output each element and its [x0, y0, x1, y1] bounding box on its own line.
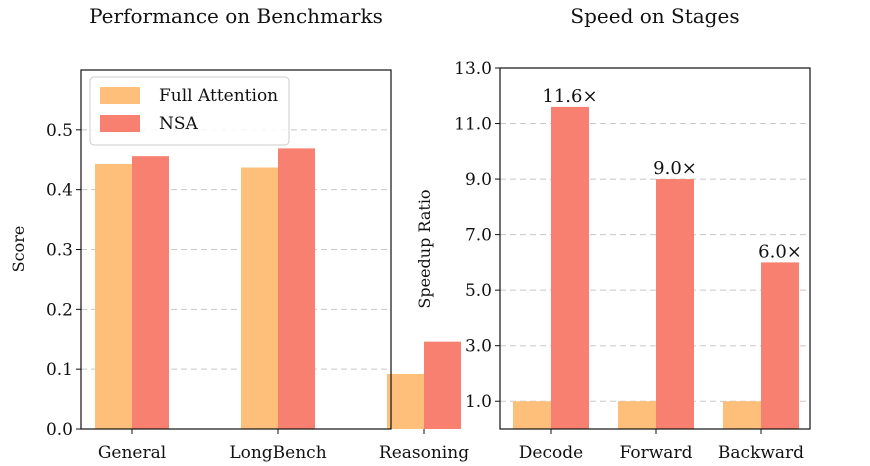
- y-tick-label: 0.5: [46, 121, 73, 141]
- bar-nsa-reasoning: [424, 341, 461, 429]
- y-tick-label: 0.2: [46, 300, 73, 320]
- bar-nsa-decode: [551, 106, 589, 429]
- y-tick-label: 0.3: [46, 241, 73, 261]
- x-tick-label-reasoning: Reasoning: [379, 443, 469, 463]
- plot-frame: [499, 67, 811, 430]
- x-tick-label-general: General: [98, 443, 166, 463]
- y-tick-label: 1.0: [465, 392, 492, 412]
- bar-full-attention-longbench: [241, 167, 278, 430]
- performance-chart: Performance on Benchmarks Score Full Att…: [9, 4, 469, 463]
- chart-title: Speed on Stages: [570, 4, 739, 28]
- bar-nsa-forward: [656, 179, 694, 429]
- x-tick-label-forward: Forward: [620, 443, 693, 463]
- bar-full-attention-general: [95, 163, 132, 429]
- x-tick-label-longbench: LongBench: [229, 443, 326, 463]
- legend-label-full-attention: Full Attention: [159, 86, 278, 106]
- x-tick-label-decode: Decode: [519, 443, 583, 463]
- bar-full-attention-backward: [723, 401, 761, 429]
- data-label-decode: 11.6×: [542, 86, 597, 107]
- y-tick-label: 0.1: [46, 360, 73, 380]
- plot-area: [500, 106, 810, 429]
- bar-nsa-longbench: [278, 148, 315, 430]
- y-axis-label: Speedup Ratio: [415, 189, 434, 308]
- x-tick-label-backward: Backward: [718, 443, 804, 463]
- y-tick-label: 0.0: [46, 420, 73, 440]
- y-tick-label: 9.0: [465, 170, 492, 190]
- legend: Full Attention NSA: [89, 76, 290, 146]
- bar-full-attention-forward: [618, 401, 656, 429]
- legend-swatch-full-attention: [100, 87, 140, 104]
- bar-nsa-backward: [761, 262, 799, 429]
- data-label-forward: 9.0×: [653, 158, 697, 179]
- y-axis-label: Score: [9, 226, 28, 273]
- data-label-backward: 6.0×: [758, 241, 802, 262]
- y-tick-label: 0.4: [46, 181, 73, 201]
- y-tick-label: 5.0: [465, 281, 492, 301]
- bar-nsa-general: [132, 156, 169, 429]
- plot-area: [81, 129, 461, 430]
- legend-label-nsa: NSA: [159, 114, 199, 134]
- legend-swatch-nsa: [100, 115, 140, 132]
- chart-title: Performance on Benchmarks: [89, 4, 383, 28]
- y-tick-label: 13.0: [454, 59, 492, 79]
- bar-full-attention-reasoning: [387, 373, 424, 429]
- speed-chart: Speed on Stages Speedup Ratio 1.0 3.0 5.0 7…: [415, 4, 811, 463]
- y-tick-label: 7.0: [465, 226, 492, 246]
- y-tick-label: 3.0: [465, 337, 492, 357]
- bar-full-attention-decode: [513, 401, 551, 429]
- y-tick-label: 11.0: [454, 115, 492, 135]
